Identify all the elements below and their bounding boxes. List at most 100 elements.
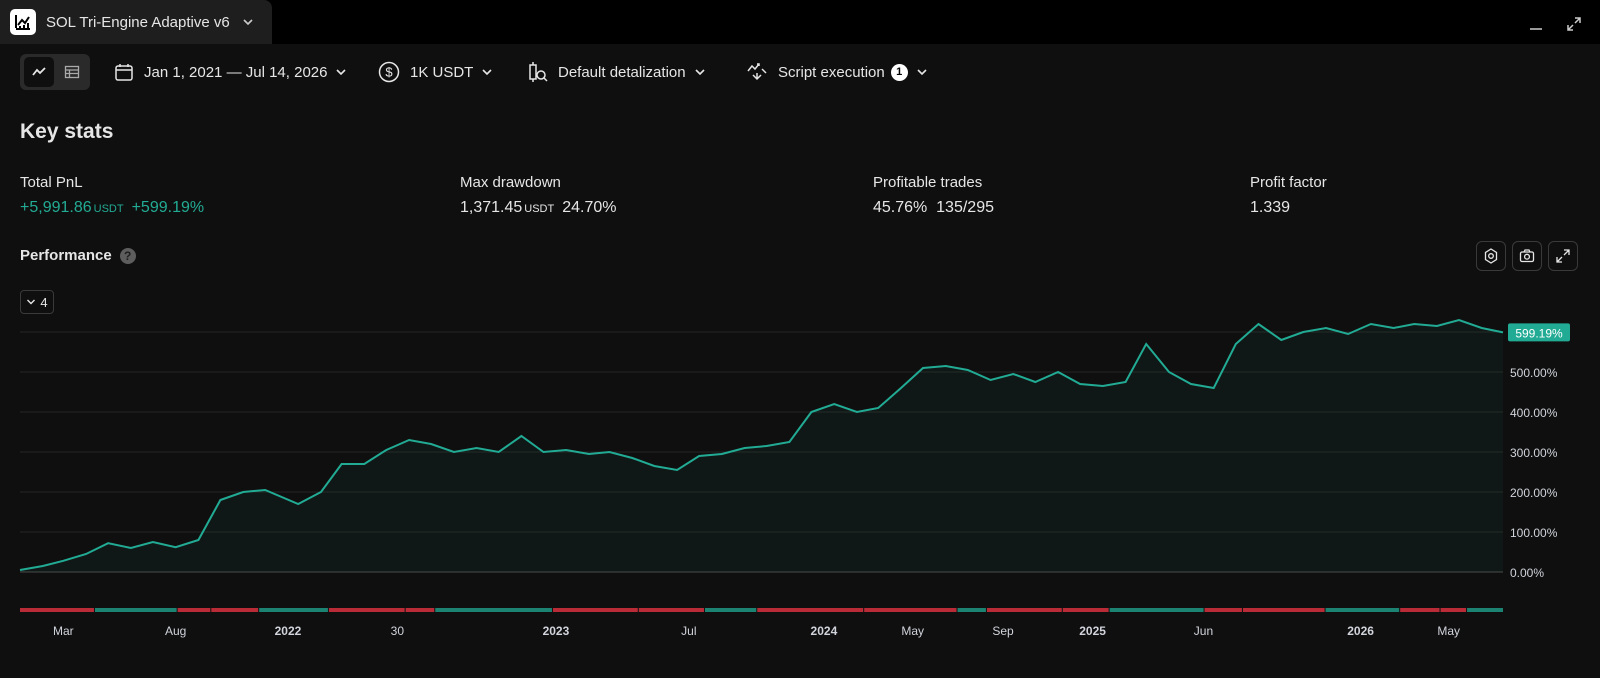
candle-search-icon — [529, 62, 548, 82]
trade-segment — [1325, 608, 1400, 612]
y-tick-label: 100.00% — [1510, 526, 1558, 540]
stat-ratio: 135/295 — [936, 199, 994, 216]
stat-unit: USDT — [93, 203, 124, 215]
view-toggle — [20, 54, 90, 90]
calendar-icon — [115, 64, 133, 81]
table-view-button[interactable] — [57, 57, 87, 87]
trade-segment — [1204, 608, 1242, 612]
x-tick-label: 2022 — [275, 624, 302, 638]
chart-settings-button[interactable] — [1476, 241, 1506, 271]
gear-icon — [1484, 248, 1498, 264]
x-tick-label: 2026 — [1347, 624, 1374, 638]
stat-label: Total PnL — [20, 174, 83, 191]
stat-label: Profit factor — [1250, 174, 1327, 191]
x-tick-label: May — [901, 624, 924, 638]
y-tick-label: 200.00% — [1510, 486, 1558, 500]
detalization-selector[interactable]: Default detalization — [528, 56, 706, 88]
trade-segment — [259, 608, 328, 612]
capital-selector[interactable]: $ 1K USDT — [378, 56, 493, 88]
last-value-label: 599.19% — [1515, 326, 1563, 340]
y-tick-label: 500.00% — [1510, 366, 1558, 380]
key-stats-title: Key stats — [20, 120, 114, 143]
dollar-coin-icon: $ — [378, 61, 400, 83]
chevron-down-icon — [482, 69, 492, 76]
minimize-icon[interactable] — [1526, 14, 1546, 34]
stat-value: +5,991.86 — [20, 199, 92, 216]
tab-bar: SOL Tri-Engine Adaptive v6 — [0, 0, 1600, 44]
script-execution-count-badge: 1 — [890, 63, 908, 81]
x-tick-label: Mar — [53, 624, 74, 638]
fullscreen-button[interactable] — [1548, 241, 1578, 271]
stat-label: Profitable trades — [873, 174, 983, 191]
stat-profitable-trades: Profitable trades 45.76% 135/295 — [873, 174, 994, 217]
trade-segment — [1109, 608, 1204, 612]
x-tick-label: May — [1437, 624, 1460, 638]
x-tick-label: 30 — [391, 624, 405, 638]
y-tick-label: 300.00% — [1510, 446, 1558, 460]
date-range-selector[interactable]: Jan 1, 2021 — Jul 14, 2026 — [114, 56, 347, 88]
trade-segment — [1440, 608, 1467, 612]
stat-total-pnl: Total PnL +5,991.86 USDT +599.19% — [20, 174, 204, 217]
chevron-down-icon — [917, 69, 927, 76]
script-execution-icon — [747, 63, 767, 81]
trade-segment — [864, 608, 957, 612]
trade-segment — [757, 608, 864, 612]
strategy-tab-title: SOL Tri-Engine Adaptive v6 — [46, 13, 230, 31]
date-range-label: Jan 1, 2021 — Jul 14, 2026 — [144, 63, 328, 81]
trade-segment — [405, 608, 435, 612]
trade-segment — [957, 608, 986, 612]
y-tick-label: 0.00% — [1510, 566, 1544, 580]
script-execution-selector[interactable]: Script execution 1 — [746, 56, 928, 88]
snapshot-button[interactable] — [1512, 241, 1542, 271]
chart-app-icon — [10, 9, 36, 35]
stat-max-drawdown: Max drawdown 1,371.45 USDT 24.70% — [460, 174, 617, 217]
stat-unit: USDT — [524, 203, 555, 215]
equity-line — [19, 318, 1504, 571]
maximize-icon[interactable] — [1564, 14, 1584, 34]
chevron-down-icon — [27, 299, 36, 305]
expand-icon — [1556, 249, 1570, 263]
svg-text:$: $ — [385, 65, 393, 80]
trade-segment — [552, 608, 638, 612]
trade-segment — [1242, 608, 1325, 612]
equity-area — [20, 320, 1503, 572]
stat-label: Max drawdown — [460, 174, 561, 191]
stat-profit-factor: Profit factor 1.339 — [1250, 174, 1327, 217]
detalization-label: Default detalization — [558, 63, 686, 81]
trade-segment — [177, 608, 211, 612]
trade-segment — [704, 608, 757, 612]
capital-label: 1K USDT — [410, 63, 474, 81]
chart-view-button[interactable] — [24, 57, 54, 87]
performance-title-label: Performance — [20, 247, 112, 264]
x-tick-label: 2024 — [811, 624, 838, 638]
trade-segment — [211, 608, 259, 612]
collapse-toggle[interactable]: 4 — [20, 290, 54, 314]
trade-segment — [1467, 608, 1503, 612]
table-icon — [64, 65, 80, 79]
trade-segment — [986, 608, 1062, 612]
camera-icon — [1519, 249, 1535, 263]
trade-segment — [1062, 608, 1109, 612]
collapse-count: 4 — [40, 294, 48, 310]
stat-percent: 24.70% — [562, 199, 617, 216]
x-tick-label: Sep — [992, 624, 1014, 638]
stat-value: 1.339 — [1250, 199, 1291, 216]
x-tick-label: Jul — [681, 624, 696, 638]
x-tick-label: 2025 — [1079, 624, 1106, 638]
x-tick-label: Jun — [1194, 624, 1213, 638]
trade-segment — [94, 608, 177, 612]
last-value-box — [1508, 323, 1570, 342]
chevron-down-icon — [336, 69, 347, 76]
trade-segment — [20, 608, 94, 612]
stat-percent: +599.19% — [131, 199, 205, 216]
performance-title: Performance ? — [20, 247, 136, 264]
strategy-tab[interactable]: SOL Tri-Engine Adaptive v6 — [0, 0, 272, 44]
stat-percent: 45.76% — [873, 199, 928, 216]
chevron-down-icon — [695, 69, 705, 76]
trade-segment — [328, 608, 405, 612]
help-icon[interactable]: ? — [119, 247, 136, 264]
y-tick-label: 400.00% — [1510, 406, 1558, 420]
trade-segment — [1400, 608, 1440, 612]
chevron-down-icon[interactable] — [242, 16, 254, 28]
